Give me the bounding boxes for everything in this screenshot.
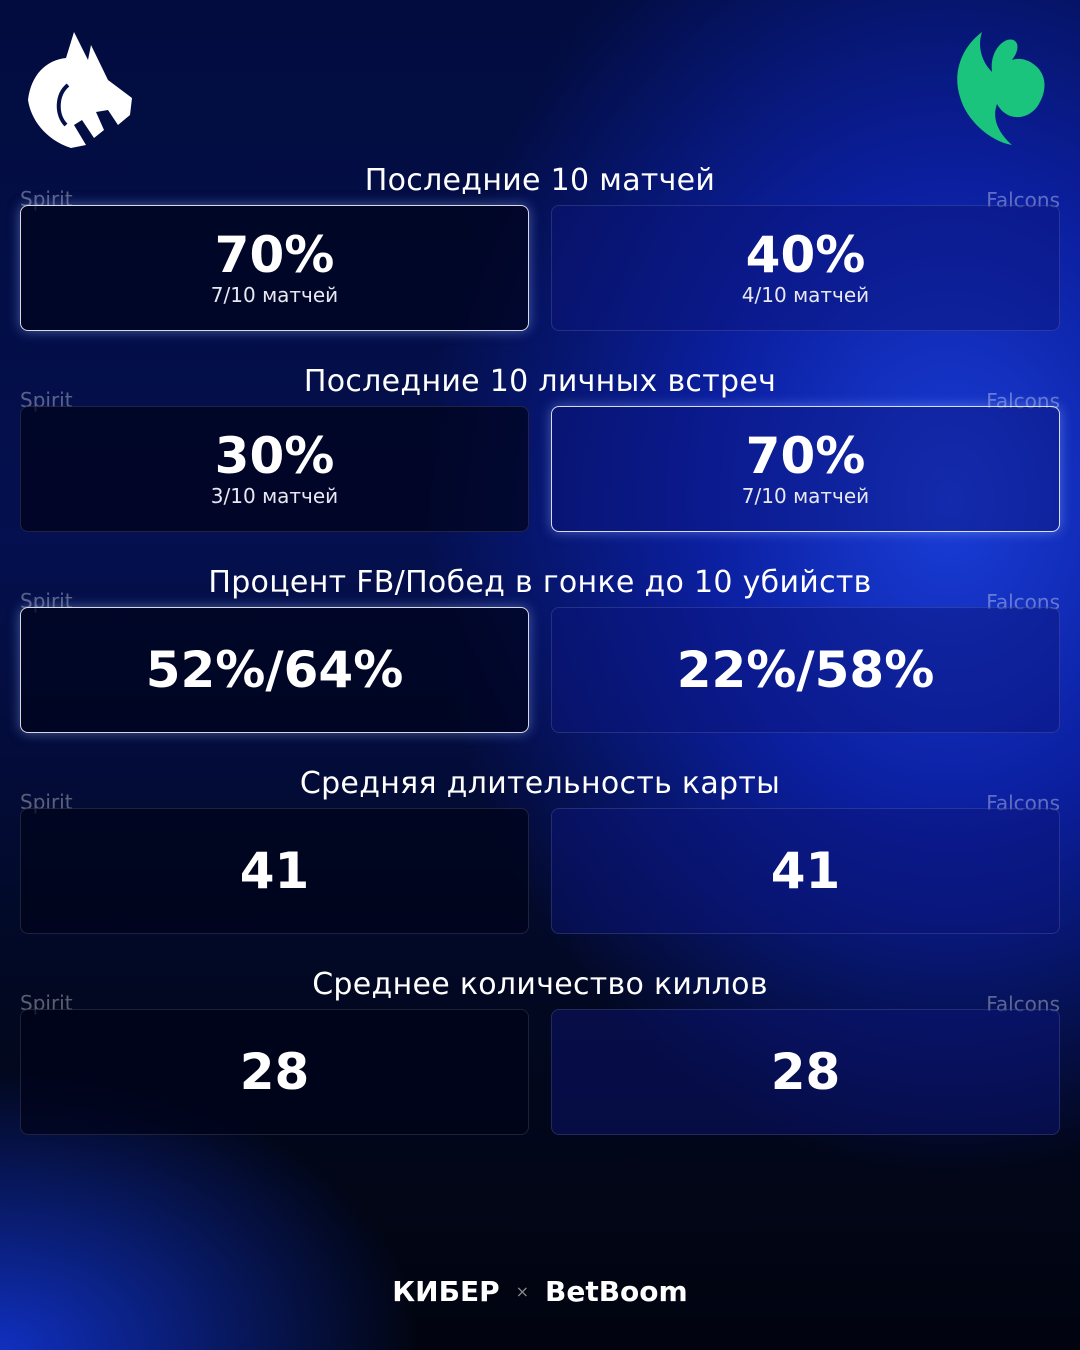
stat-box-left: 30% 3/10 матчей (20, 406, 529, 532)
stat-box-left: 52%/64% (20, 607, 529, 733)
team-label-right: Falcons (986, 992, 1060, 1016)
stat-value: 22%/58% (676, 641, 935, 699)
stat-value: 52%/64% (145, 641, 404, 699)
section-title: Последние 10 личных встреч (303, 364, 777, 399)
stat-section: Последние 10 личных встреч Spirit Falcon… (0, 364, 1080, 583)
stat-box-right: 41 (551, 808, 1060, 934)
stat-value: 70% (745, 427, 866, 485)
kiber-logo: КИБЕР (392, 1275, 500, 1308)
section-title: Средняя длительность карты (299, 766, 781, 801)
betboom-logo: BetBoom (545, 1275, 688, 1308)
stat-section: Средняя длительность карты Spirit Falcon… (0, 766, 1080, 985)
stat-sub: 7/10 матчей (741, 484, 870, 508)
falcons-logo (957, 32, 1045, 145)
section-title: Последние 10 матчей (364, 163, 716, 198)
separator: × (515, 1282, 529, 1301)
stat-section: Процент FB/Побед в гонке до 10 убийств S… (0, 565, 1080, 784)
stat-box-left: 41 (20, 808, 529, 934)
stat-value: 70% (214, 226, 335, 284)
footer-brands: КИБЕР × BetBoom (0, 1275, 1080, 1308)
stat-value: 41 (239, 842, 310, 900)
section-title: Среднее количество киллов (312, 967, 768, 1002)
stat-sub: 3/10 матчей (210, 484, 339, 508)
stat-sub: 4/10 матчей (741, 283, 870, 307)
stat-section: Последние 10 матчей Spirit Falcons 70% 7… (0, 163, 1080, 382)
team-label-right: Falcons (986, 188, 1060, 212)
stat-value: 41 (770, 842, 841, 900)
team-label-right: Falcons (986, 791, 1060, 815)
section-title: Процент FB/Побед в гонке до 10 убийств (208, 565, 872, 600)
stat-box-right: 22%/58% (551, 607, 1060, 733)
spirit-logo (28, 32, 132, 148)
stat-box-left: 70% 7/10 матчей (20, 205, 529, 331)
stat-sub: 7/10 матчей (210, 283, 339, 307)
stat-value: 28 (239, 1043, 310, 1101)
stat-box-left: 28 (20, 1009, 529, 1135)
stat-box-right: 28 (551, 1009, 1060, 1135)
stat-box-right: 70% 7/10 матчей (551, 406, 1060, 532)
stat-section: Среднее количество киллов Spirit Falcons… (0, 967, 1080, 1186)
team-label-right: Falcons (986, 590, 1060, 614)
team-label-right: Falcons (986, 389, 1060, 413)
stat-value: 40% (745, 226, 866, 284)
stat-value: 28 (770, 1043, 841, 1101)
stat-box-right: 40% 4/10 матчей (551, 205, 1060, 331)
stat-value: 30% (214, 427, 335, 485)
